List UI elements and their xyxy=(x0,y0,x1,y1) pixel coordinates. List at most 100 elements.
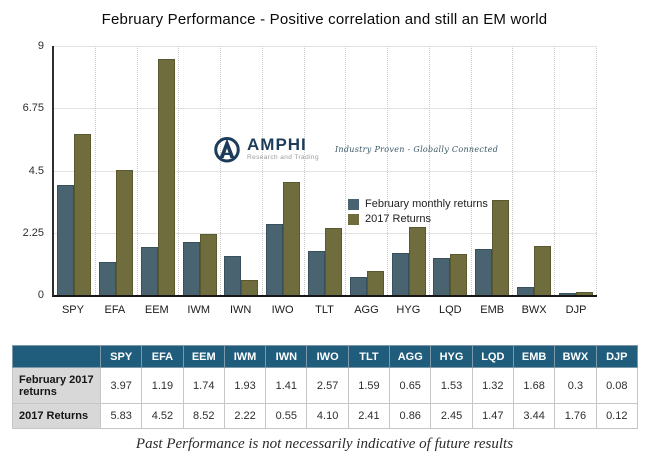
table-cell-hyg: 2.45 xyxy=(430,403,473,429)
bar-tlt-2017 xyxy=(324,228,342,295)
bar-group-hyg xyxy=(388,46,430,295)
table-cell-iwn: 0.55 xyxy=(265,403,308,429)
table-row-label: February 2017 returns xyxy=(12,367,101,404)
table-header-spy: SPY xyxy=(99,345,143,368)
table-header-iwn: IWN xyxy=(265,345,308,368)
bar-eem-2017 xyxy=(157,59,175,295)
bar-djp-2017 xyxy=(575,291,593,295)
amphi-logo: AMPHI Research and Trading Industry Prov… xyxy=(212,134,498,164)
x-axis-label-iwm: IWM xyxy=(187,304,211,316)
plot-area: AMPHI Research and Trading Industry Prov… xyxy=(52,46,597,297)
table-cell-agg: 0.86 xyxy=(389,403,432,429)
table-cell-iwm: 1.93 xyxy=(223,367,267,404)
bar-iwo-2017 xyxy=(283,181,301,295)
bar-lqd-2017 xyxy=(450,254,468,295)
disclaimer-caption: Past Performance is not necessarily indi… xyxy=(135,436,514,452)
legend-swatch-icon xyxy=(348,198,359,210)
bar-group-tlt xyxy=(305,46,347,295)
bar-iwn-2017 xyxy=(241,279,259,295)
bar-group-eem xyxy=(138,46,180,295)
y-axis-tick-label: 9 xyxy=(37,40,44,52)
bar-bwx-2017 xyxy=(533,246,551,295)
gridline-y-9 xyxy=(54,46,597,47)
y-axis-tick-label: 6.75 xyxy=(22,102,44,115)
table-header-bwx: BWX xyxy=(554,345,597,368)
bar-iwm-feb xyxy=(182,241,200,295)
amphi-logo-tagline: Industry Proven - Globally Connected xyxy=(334,145,499,154)
x-axis-label-bwx: BWX xyxy=(521,304,547,316)
bar-iwo-feb xyxy=(266,223,284,295)
bar-iwm-2017 xyxy=(199,233,217,295)
bar-spy-2017 xyxy=(74,133,92,295)
amphi-logo-text: AMPHI Research and Trading xyxy=(247,136,319,161)
bar-agg-2017 xyxy=(366,271,384,295)
table-cell-lqd: 1.47 xyxy=(471,403,514,429)
x-axis-label-iwn: IWN xyxy=(229,304,252,316)
table-cell-djp: 0.08 xyxy=(595,367,639,404)
bar-group-spy xyxy=(54,46,96,295)
bar-bwx-feb xyxy=(516,286,534,295)
table-header-lqd: LQD xyxy=(471,345,514,368)
bar-tlt-feb xyxy=(307,251,325,295)
returns-table-body: February 2017 returns 3.97 1.19 1.74 1.93 1.4… xyxy=(12,367,639,429)
amphi-logo-name: AMPHI xyxy=(247,135,307,154)
table-header-hyg: HYG xyxy=(430,345,473,368)
table-cell-tlt: 1.59 xyxy=(347,367,391,404)
bar-group-djp xyxy=(555,46,597,295)
amphi-logo-subtitle: Research and Trading xyxy=(247,154,319,161)
bar-hyg-feb xyxy=(391,252,409,295)
table-cell-lqd: 1.32 xyxy=(471,367,514,404)
table-cell-bwx: 1.76 xyxy=(554,403,597,429)
table-cell-emb: 3.44 xyxy=(512,403,556,429)
bar-eem-feb xyxy=(140,246,158,295)
table-cell-spy: 5.83 xyxy=(99,403,143,429)
bar-lqd-feb xyxy=(433,258,451,295)
table-header-eem: EEM xyxy=(182,345,225,368)
bar-emb-feb xyxy=(475,248,493,295)
x-axis-label-emb: EMB xyxy=(480,304,505,316)
legend-swatch-icon xyxy=(348,213,359,225)
table-cell-eem: 8.52 xyxy=(182,403,225,429)
returns-table: SPY EFA EEM IWM IWN IWO TLT AGG HYG LQD EMB BWX DJP … xyxy=(12,345,639,429)
bar-group-bwx xyxy=(513,46,556,295)
x-axis-label-djp: DJP xyxy=(565,304,587,316)
y-axis-tick-label: 4.5 xyxy=(28,164,44,177)
x-axis-label-lqd: LQD xyxy=(438,304,462,316)
table-header-iwm: IWM xyxy=(223,345,267,368)
table-corner-cell xyxy=(12,345,101,368)
bar-group-iwm xyxy=(179,46,222,295)
table-cell-hyg: 1.53 xyxy=(430,367,473,404)
x-axis-label-eem: EEM xyxy=(144,304,169,316)
bar-emb-2017 xyxy=(492,199,510,295)
table-cell-agg: 0.65 xyxy=(389,367,432,404)
bar-agg-feb xyxy=(349,277,367,295)
gridline-y-4.5 xyxy=(54,170,597,172)
bar-group-agg xyxy=(346,46,389,295)
bar-group-lqd xyxy=(430,46,472,295)
x-axis-label-tlt: TLT xyxy=(315,304,334,316)
table-cell-spy: 3.97 xyxy=(99,367,143,404)
chart-title: February Performance - Positive correlat… xyxy=(101,11,548,28)
returns-table-header: SPY EFA EEM IWM IWN IWO TLT AGG HYG LQD EMB BWX DJP xyxy=(12,345,639,368)
table-row: February 2017 returns 3.97 1.19 1.74 1.93 1.4… xyxy=(12,367,639,404)
table-cell-efa: 1.19 xyxy=(141,367,184,404)
bar-efa-2017 xyxy=(116,169,134,295)
table-cell-bwx: 0.3 xyxy=(554,367,597,404)
bar-hyg-2017 xyxy=(408,227,426,295)
bar-group-emb xyxy=(472,46,514,295)
table-cell-tlt: 2.41 xyxy=(347,403,391,429)
table-cell-iwo: 2.57 xyxy=(306,367,349,404)
amphi-logo-icon xyxy=(214,137,240,163)
table-header-emb: EMB xyxy=(512,345,556,368)
x-axis-label-agg: AGG xyxy=(354,304,379,316)
x-axis-label-hyg: HYG xyxy=(396,304,421,316)
table-cell-efa: 4.52 xyxy=(141,403,184,429)
gridline-y-6.75 xyxy=(54,108,597,110)
table-cell-emb: 1.68 xyxy=(512,367,556,404)
x-axis-label-efa: EFA xyxy=(104,304,126,316)
table-row: 2017 Returns 5.83 4.52 8.52 2.22 0.55 4.10 2.41… xyxy=(12,403,639,429)
bar-group-efa xyxy=(96,46,138,295)
y-axis-tick-label: 2.25 xyxy=(22,226,44,239)
y-axis-tick-label: 0 xyxy=(37,289,44,301)
chart-legend: February monthly returns 2017 Returns xyxy=(348,198,488,228)
